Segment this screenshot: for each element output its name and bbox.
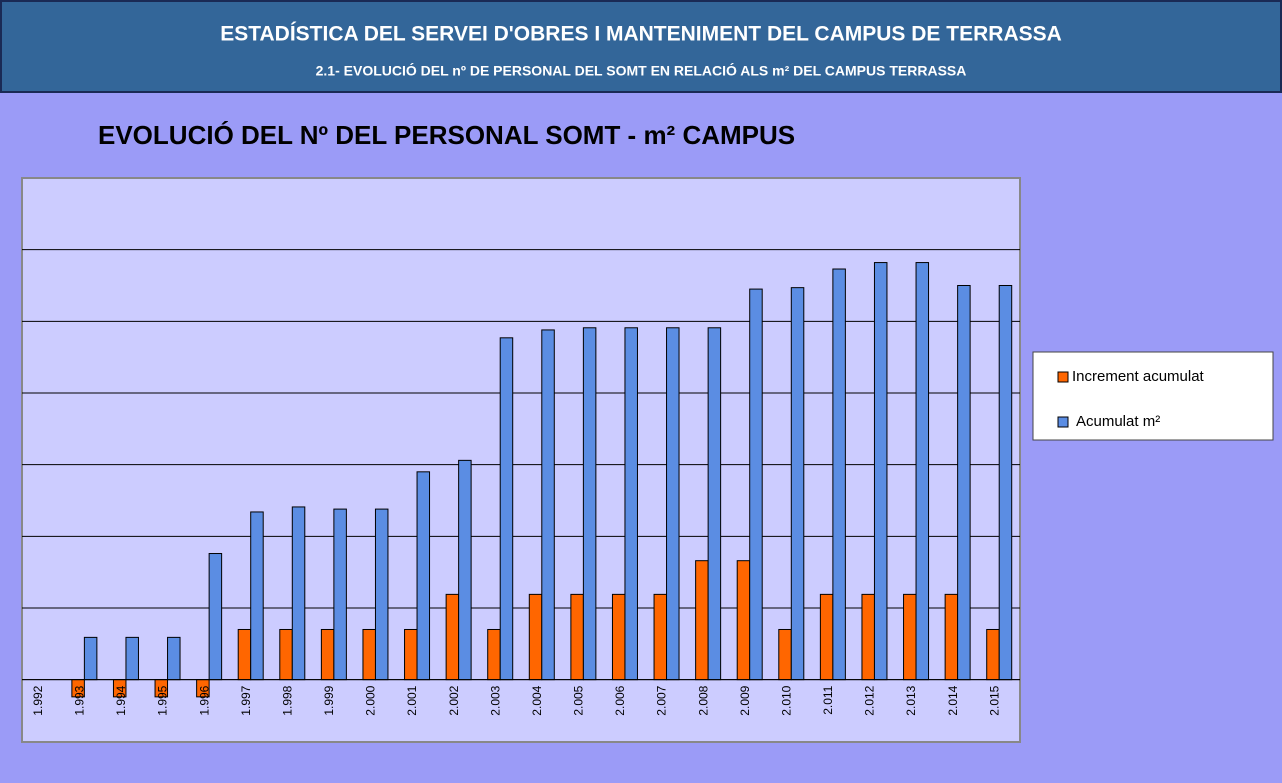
bar (624, 327, 638, 681)
header-subtitle: 2.1- EVOLUCIÓ DEL nº DE PERSONAL DEL SOM… (316, 62, 967, 79)
bar (208, 553, 223, 681)
bar (458, 459, 472, 681)
bar (499, 337, 514, 681)
bar (167, 636, 181, 681)
bar (666, 327, 680, 681)
x-tick-label: 2.014 (946, 685, 960, 715)
x-tick-label: 2.010 (779, 685, 793, 715)
header (0, 0, 1282, 93)
bar (362, 628, 376, 681)
x-tick-label: 2.008 (696, 685, 710, 715)
x-tick-label: 1.993 (73, 685, 87, 715)
bar (570, 593, 584, 681)
legend-label: Increment acumulat (1072, 368, 1205, 385)
bar (957, 284, 971, 681)
legend-swatch (1057, 371, 1069, 383)
bar (487, 628, 501, 681)
bar (707, 327, 722, 681)
legend: Increment acumulat Acumulat m² (1032, 351, 1274, 441)
bar (541, 329, 555, 681)
bar (998, 284, 1013, 681)
x-tick-label: 1.999 (322, 685, 336, 715)
bar (653, 593, 668, 681)
bar (374, 508, 389, 681)
x-tick-label: 2.006 (613, 685, 627, 715)
plot-area (21, 177, 1021, 743)
legend-label: Acumulat m² (1076, 413, 1160, 430)
x-tick-label: 2.011 (821, 685, 835, 714)
x-tick-label: 1.995 (156, 685, 170, 715)
bar (873, 262, 888, 681)
bar (832, 268, 846, 681)
x-tick-label: 2.007 (655, 685, 669, 715)
x-tick-label: 1.996 (197, 685, 211, 715)
bar (333, 508, 347, 681)
bar (819, 593, 834, 681)
x-tick-label: 2.009 (738, 685, 752, 715)
bar (749, 288, 763, 681)
bar (291, 506, 306, 681)
bar (986, 628, 1000, 681)
x-tick-label: 2.001 (405, 685, 419, 715)
bar (944, 593, 959, 681)
header-title: ESTADÍSTICA DEL SERVEI D'OBRES I MANTENI… (220, 23, 1062, 46)
x-tick-label: 1.992 (31, 685, 45, 715)
bar (279, 628, 293, 681)
x-tick-label: 2.005 (572, 685, 586, 715)
bar (915, 262, 930, 681)
bar (125, 636, 139, 681)
chart-title: EVOLUCIÓ DEL Nº DEL PERSONAL SOMT - m² C… (98, 120, 795, 150)
bar (611, 593, 626, 681)
bar (528, 593, 543, 681)
bar (445, 593, 460, 681)
x-tick-label: 1.998 (280, 685, 294, 715)
bar (416, 471, 431, 681)
bar (404, 628, 418, 681)
bar (695, 560, 709, 681)
bar (250, 511, 264, 681)
x-tick-label: 2.002 (447, 685, 461, 715)
legend-swatch (1057, 416, 1069, 428)
x-tick-label: 2.015 (987, 685, 1001, 715)
bar (790, 287, 805, 681)
x-tick-label: 2.013 (904, 685, 918, 715)
bar (861, 593, 875, 681)
bar (736, 560, 751, 681)
bar (778, 628, 792, 681)
bar (903, 593, 917, 681)
x-tick-label: 1.994 (114, 685, 128, 715)
x-tick-label: 2.003 (488, 685, 502, 715)
bar (237, 628, 252, 681)
bar (582, 327, 597, 681)
x-tick-label: 2.012 (863, 685, 877, 715)
bar (83, 636, 98, 681)
x-tick-label: 1.997 (239, 685, 253, 715)
x-tick-label: 2.004 (530, 685, 544, 715)
x-tick-label: 2.000 (364, 685, 378, 715)
bar (320, 628, 335, 681)
legend-box (1032, 351, 1274, 441)
